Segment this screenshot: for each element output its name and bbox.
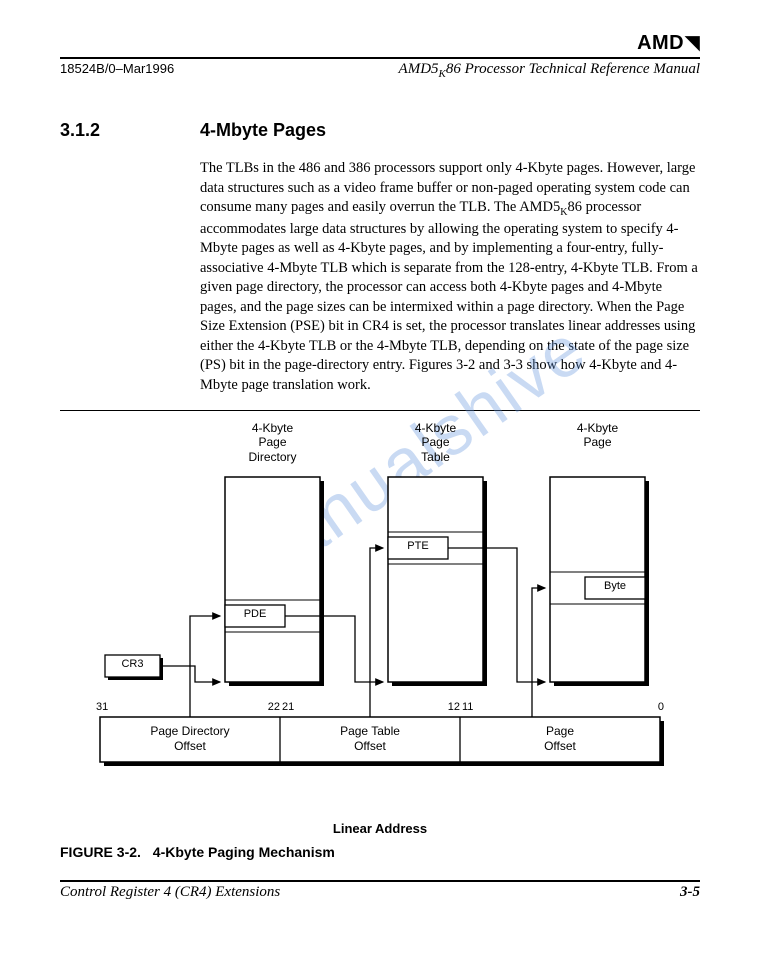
section-title: 4-Mbyte Pages — [200, 120, 326, 141]
page-container: AMD◤ 18524B/0–Mar1996 AMD5K86 Processor … — [0, 0, 760, 931]
bit-12: 12 — [436, 701, 460, 713]
header-right-sub: K — [439, 68, 446, 80]
figure-title: 4-Kbyte Paging Mechanism — [153, 844, 335, 860]
col2-box — [388, 477, 483, 682]
bit-22: 22 — [256, 701, 280, 713]
running-footer: Control Register 4 (CR4) Extensions 3-5 — [60, 884, 700, 901]
linear-address-label: Linear Address — [60, 821, 700, 836]
header-left: 18524B/0–Mar1996 — [60, 61, 174, 80]
brand-name: AMD — [637, 32, 684, 54]
pde-text: PDE — [225, 608, 285, 620]
byte-text: Byte — [585, 580, 645, 592]
brand-row: AMD◤ — [60, 30, 700, 55]
col3-label: 4-KbytePage — [535, 421, 660, 450]
diagram-svg: 4-KbytePageDirectory 4-KbytePageTable 4-… — [60, 417, 700, 817]
offset-pd: Page DirectoryOffset — [100, 724, 280, 754]
header-right: AMD5K86 Processor Technical Reference Ma… — [399, 61, 700, 80]
col2-label: 4-KbytePageTable — [373, 421, 498, 464]
bit-11: 11 — [462, 701, 486, 713]
body-p1b: 86 processor accommodates large data str… — [200, 199, 698, 393]
body-p1sub: K — [560, 207, 567, 218]
section-heading: 3.1.2 4-Mbyte Pages — [60, 120, 700, 141]
body-paragraph: The TLBs in the 486 and 386 processors s… — [200, 159, 700, 396]
offset-page: PageOffset — [460, 724, 660, 754]
cr3-text: CR3 — [105, 658, 160, 670]
footer-left: Control Register 4 (CR4) Extensions — [60, 884, 280, 901]
bit-0: 0 — [644, 701, 664, 713]
bit-21: 21 — [282, 701, 306, 713]
running-header: 18524B/0–Mar1996 AMD5K86 Processor Techn… — [60, 61, 700, 80]
header-right-pre: AMD5 — [399, 61, 439, 77]
rule-mid — [60, 410, 700, 411]
footer-right: 3-5 — [680, 884, 700, 901]
rule-top — [60, 57, 700, 59]
bit-31: 31 — [96, 701, 126, 713]
figure-caption: FIGURE 3-2. 4-Kbyte Paging Mechanism — [60, 844, 700, 860]
section-number: 3.1.2 — [60, 120, 200, 141]
pte-text: PTE — [388, 540, 448, 552]
rule-bottom — [60, 880, 700, 882]
header-right-post: 86 Processor Technical Reference Manual — [446, 61, 700, 77]
paging-diagram: 4-KbytePageDirectory 4-KbytePageTable 4-… — [60, 417, 700, 817]
arrow-page-offset — [532, 588, 545, 717]
offset-pt: Page TableOffset — [280, 724, 460, 754]
col1-label: 4-KbytePageDirectory — [210, 421, 335, 464]
col1-box — [225, 477, 320, 682]
brand-logo-icon: ◤ — [684, 30, 700, 55]
arrow-pt-offset — [370, 548, 383, 717]
figure-label: FIGURE 3-2. — [60, 844, 141, 860]
